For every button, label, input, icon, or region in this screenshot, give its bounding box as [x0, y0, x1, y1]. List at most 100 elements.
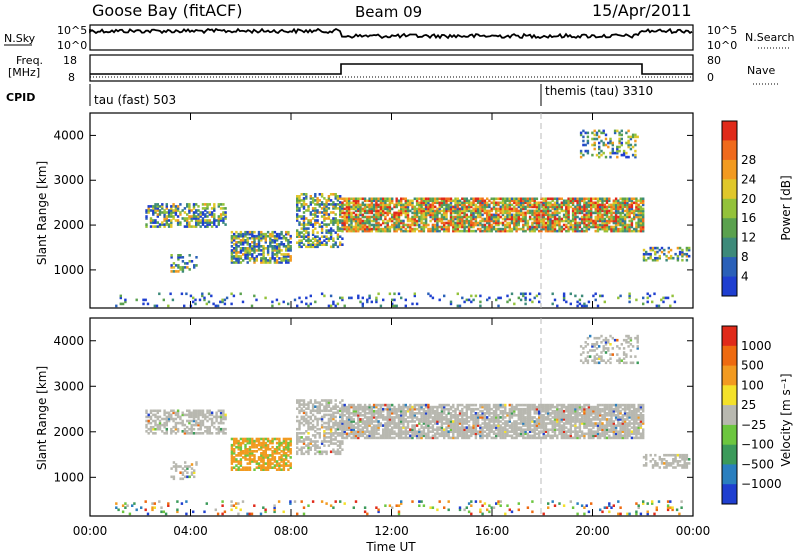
power-cell	[560, 203, 563, 207]
power-cell	[571, 197, 575, 201]
power-cell	[556, 304, 559, 308]
power-cell	[307, 207, 310, 210]
velocity-cell	[260, 460, 263, 463]
power-cell	[170, 207, 173, 210]
power-cell	[617, 209, 620, 213]
velocity-cell	[334, 411, 337, 415]
power-cell	[300, 239, 303, 242]
velocity-cell	[404, 426, 407, 429]
power-cell	[634, 135, 637, 139]
power-cell	[370, 209, 373, 213]
power-cell	[244, 239, 247, 242]
power-cell	[350, 207, 353, 211]
power-cell	[583, 223, 586, 227]
power-cell	[596, 223, 600, 227]
power-cell	[571, 201, 575, 205]
power-cell	[210, 215, 214, 218]
velocity-cell	[427, 403, 430, 407]
power-cell	[594, 207, 597, 211]
power-cell	[255, 298, 258, 302]
power-cell	[637, 225, 640, 229]
power-cell	[152, 209, 155, 212]
power-cell	[422, 213, 426, 217]
power-cell	[538, 300, 541, 304]
power-cell	[195, 203, 198, 206]
power-cell	[470, 209, 473, 213]
power-cell	[406, 201, 410, 205]
velocity-cell	[424, 434, 428, 438]
power-cell	[542, 201, 545, 205]
velocity-cell	[379, 434, 383, 438]
power-cell	[504, 229, 507, 233]
power-cell	[186, 219, 189, 222]
power-cell	[235, 241, 238, 244]
power-cell	[637, 213, 640, 217]
power-cell	[413, 207, 416, 211]
velocity-cell	[465, 422, 468, 425]
velocity-cell	[427, 414, 430, 417]
power-cell	[438, 205, 441, 209]
power-cell	[163, 215, 166, 218]
power-cell	[574, 221, 577, 225]
power-cell	[298, 209, 301, 212]
velocity-cell	[199, 421, 202, 425]
velocity-cell	[311, 419, 315, 423]
velocity-cell	[222, 409, 225, 413]
power-cell	[262, 232, 265, 236]
velocity-cell	[440, 407, 444, 411]
power-cell	[375, 203, 378, 207]
power-cell	[623, 217, 627, 221]
power-cell	[488, 296, 491, 300]
power-cell	[244, 255, 247, 258]
velocity-cell	[302, 405, 306, 408]
power-cell	[553, 298, 557, 302]
power-cell	[147, 205, 150, 208]
power-cell	[363, 199, 367, 203]
power-cell	[613, 129, 617, 133]
power-cell	[590, 199, 593, 203]
power-cell	[538, 213, 541, 217]
power-cell	[393, 229, 396, 233]
power-cell	[574, 199, 577, 203]
power-cell	[590, 209, 593, 213]
power-cell	[576, 227, 579, 231]
velocity-cell	[161, 423, 164, 427]
velocity-cell	[246, 441, 249, 445]
velocity-cell	[323, 450, 326, 454]
power-cell	[246, 261, 249, 264]
power-cell	[332, 239, 335, 242]
power-cell	[325, 207, 328, 210]
velocity-cell	[197, 409, 200, 413]
power-cell	[248, 236, 252, 240]
velocity-cell	[368, 436, 371, 440]
power-cell	[366, 199, 369, 203]
power-cell	[544, 207, 548, 211]
power-cell	[224, 217, 227, 220]
power-cell	[656, 246, 659, 250]
power-cell	[553, 223, 557, 227]
power-cell	[604, 137, 608, 141]
power-cell	[368, 223, 371, 227]
velocity-cell	[400, 422, 403, 425]
velocity-cell	[361, 422, 364, 425]
power-cell	[248, 253, 252, 256]
velocity-cell	[307, 423, 310, 427]
power-cell	[603, 213, 606, 217]
velocity-cell	[427, 432, 430, 436]
velocity-cell	[395, 422, 398, 425]
power-cell	[427, 229, 430, 233]
velocity-cell	[233, 443, 236, 447]
power-cell	[569, 199, 572, 203]
power-cell	[179, 256, 182, 259]
power-cell	[438, 298, 441, 302]
power-cell	[188, 221, 191, 224]
velocity-cell	[406, 420, 410, 423]
velocity-cell	[372, 430, 376, 433]
power-cell	[188, 225, 191, 228]
velocity-cell	[233, 437, 236, 441]
power-cell	[336, 245, 340, 249]
velocity-cell	[454, 412, 457, 415]
velocity-cell	[397, 432, 401, 436]
power-cell	[377, 209, 380, 213]
velocity-cell	[183, 423, 187, 427]
